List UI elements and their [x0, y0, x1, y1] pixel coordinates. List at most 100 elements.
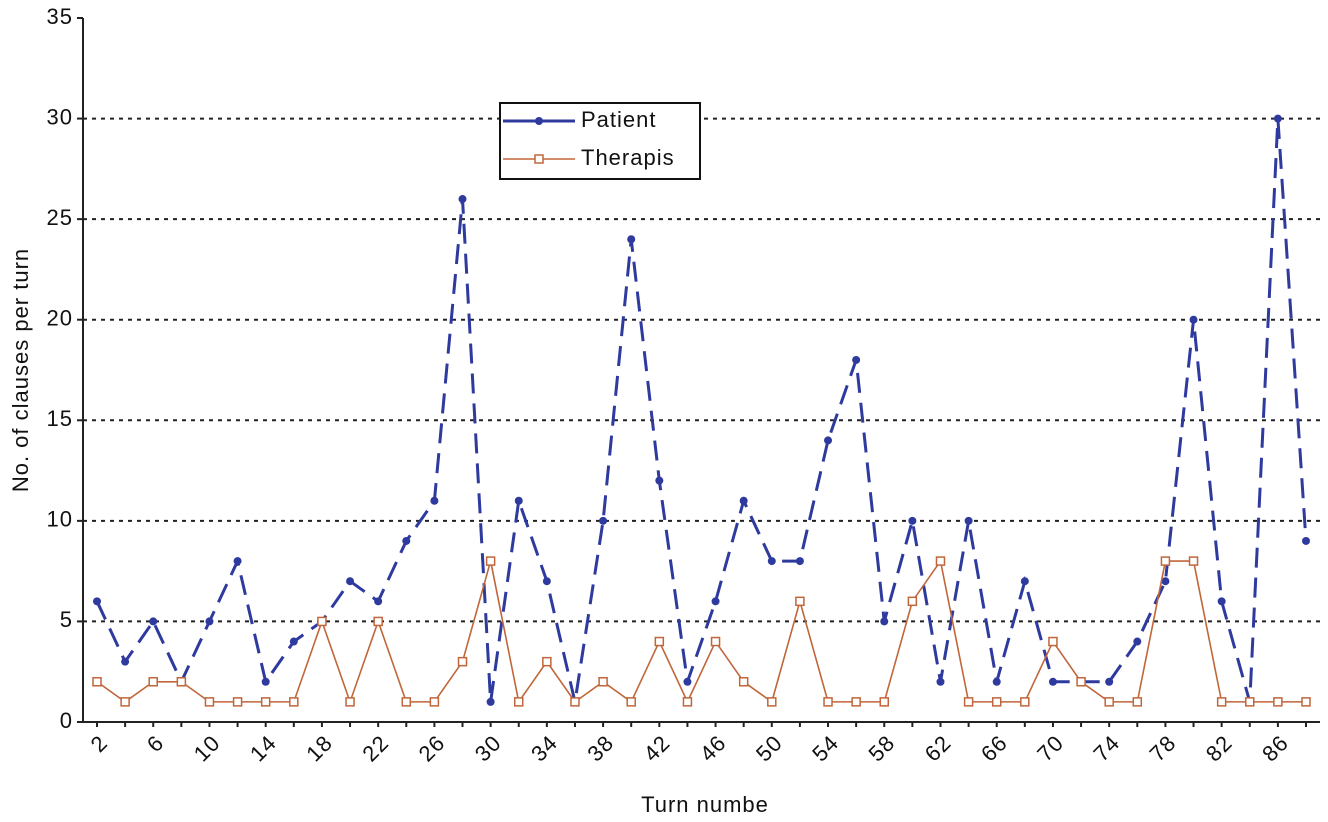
x-tick-label: 86 [1257, 730, 1293, 766]
point [120, 697, 130, 707]
point [683, 677, 692, 686]
point [261, 677, 270, 686]
x-tick-label: 58 [863, 730, 899, 766]
point [1076, 677, 1086, 687]
point [654, 636, 665, 647]
point [880, 617, 889, 626]
y-tick-label: 25 [47, 205, 73, 230]
point [1302, 536, 1310, 545]
legend-marker [534, 154, 544, 164]
point [149, 617, 158, 626]
y-tick-label: 15 [47, 406, 73, 431]
point [542, 577, 551, 586]
x-tick-label: 54 [807, 730, 843, 766]
point [1132, 697, 1143, 707]
point [486, 697, 495, 706]
point [963, 697, 974, 707]
point [1188, 556, 1199, 566]
point [1105, 677, 1114, 686]
point [373, 616, 383, 627]
point [711, 597, 720, 606]
x-tick-label: 70 [1032, 730, 1068, 766]
point [570, 697, 580, 707]
series-line [96, 559, 1306, 705]
point [823, 697, 833, 707]
legend: Patient Therapis [499, 102, 701, 180]
point [514, 496, 523, 505]
point [374, 597, 383, 606]
point [1160, 556, 1171, 566]
point [1217, 597, 1226, 606]
point [739, 496, 748, 505]
point [991, 697, 1002, 707]
x-tick-label: 10 [189, 730, 225, 766]
y-tick-label: 35 [47, 4, 73, 29]
x-tick-label: 42 [639, 730, 675, 766]
point [458, 195, 467, 204]
point [1048, 636, 1058, 647]
legend-marker [535, 117, 543, 125]
point [1273, 697, 1283, 707]
x-tick-label: 26 [414, 730, 450, 766]
y-tick-label: 5 [60, 607, 73, 632]
point [682, 697, 693, 707]
point [92, 677, 102, 687]
x-tick-label: 34 [526, 730, 562, 766]
y-tick-label: 30 [47, 104, 73, 129]
point [1133, 637, 1142, 646]
x-tick-label: 74 [1088, 730, 1124, 766]
x-axis-label: Turn numbe [641, 792, 769, 817]
point [317, 616, 327, 627]
x-tick-label: 66 [976, 730, 1012, 766]
point [908, 516, 917, 525]
point [1161, 577, 1170, 586]
point [1189, 315, 1198, 324]
x-tick-label: 30 [470, 730, 506, 766]
point [148, 677, 158, 687]
point [1245, 697, 1255, 707]
point [598, 677, 608, 687]
point [879, 697, 890, 707]
point [992, 677, 1001, 686]
x-tick-label: 18 [301, 730, 337, 766]
point [429, 697, 440, 707]
point [907, 596, 918, 607]
series-line [95, 118, 1308, 703]
point [935, 556, 946, 566]
point [626, 697, 636, 707]
x-tick-label: 2 [86, 730, 113, 757]
point [430, 496, 439, 505]
point [1273, 114, 1282, 123]
point [205, 617, 214, 626]
point [1048, 677, 1057, 686]
point [232, 697, 243, 707]
legend-label: Therapis [581, 145, 675, 170]
point [767, 557, 776, 566]
x-tick-label: 78 [1145, 730, 1181, 766]
point [93, 597, 101, 606]
point [627, 235, 636, 244]
y-tick-label: 0 [60, 708, 73, 733]
point [542, 656, 552, 667]
point [936, 677, 945, 686]
x-tick-label: 62 [920, 730, 956, 766]
x-tick-label: 46 [695, 730, 731, 766]
point [738, 677, 749, 687]
x-tick-label: 50 [751, 730, 787, 766]
y-axis-label: No. of clauses per turn [8, 248, 33, 492]
point [964, 516, 973, 525]
point [121, 657, 130, 666]
point [176, 677, 187, 687]
point [852, 355, 861, 364]
legend-box [499, 102, 701, 180]
y-tick-label: 10 [47, 507, 73, 532]
y-tick-label: 20 [47, 306, 73, 331]
point [824, 436, 833, 445]
x-tick-label: 14 [245, 730, 281, 766]
point [710, 636, 721, 647]
point [599, 516, 608, 525]
point [1104, 697, 1114, 707]
point [402, 536, 411, 545]
point [346, 577, 355, 586]
